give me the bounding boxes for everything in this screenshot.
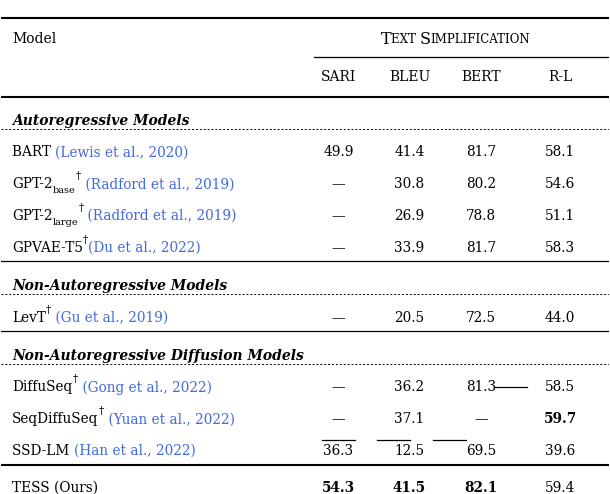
- Text: —: —: [332, 177, 345, 191]
- Text: 58.3: 58.3: [545, 241, 575, 255]
- Text: GPVAE-T5: GPVAE-T5: [12, 241, 84, 255]
- Text: Autoregressive Models: Autoregressive Models: [12, 114, 190, 128]
- Text: BART: BART: [12, 146, 56, 160]
- Text: —: —: [332, 241, 345, 255]
- Text: IMPLIFICATION: IMPLIFICATION: [431, 33, 530, 46]
- Text: DiffuSeq: DiffuSeq: [12, 380, 73, 394]
- Text: —: —: [332, 412, 345, 426]
- Text: 58.5: 58.5: [545, 380, 575, 394]
- Text: 59.7: 59.7: [544, 412, 576, 426]
- Text: 82.1: 82.1: [464, 481, 498, 494]
- Text: 49.9: 49.9: [323, 146, 354, 160]
- Text: —: —: [332, 209, 345, 223]
- Text: †: †: [83, 235, 88, 245]
- Text: †: †: [98, 406, 104, 416]
- Text: †: †: [46, 305, 51, 315]
- Text: †: †: [73, 374, 77, 384]
- Text: Non-Autoregressive Models: Non-Autoregressive Models: [12, 279, 228, 293]
- Text: 51.1: 51.1: [545, 209, 575, 223]
- Text: SeqDiffuSeq: SeqDiffuSeq: [12, 412, 99, 426]
- Text: S: S: [420, 31, 431, 48]
- Text: —: —: [332, 380, 345, 394]
- Text: GPT-2: GPT-2: [12, 177, 53, 191]
- Text: (Du et al., 2022): (Du et al., 2022): [88, 241, 201, 255]
- Text: (Radford et al., 2019): (Radford et al., 2019): [81, 177, 234, 191]
- Text: 81.7: 81.7: [466, 146, 496, 160]
- Text: 54.3: 54.3: [322, 481, 355, 494]
- Text: 33.9: 33.9: [394, 241, 425, 255]
- Text: large: large: [52, 218, 78, 227]
- Text: 81.7: 81.7: [466, 241, 496, 255]
- Text: 37.1: 37.1: [395, 412, 425, 426]
- Text: GPT-2: GPT-2: [12, 209, 53, 223]
- Text: —: —: [332, 311, 345, 325]
- Text: BERT: BERT: [461, 70, 501, 84]
- Text: 69.5: 69.5: [466, 444, 496, 458]
- Text: 26.9: 26.9: [394, 209, 425, 223]
- Text: 78.8: 78.8: [466, 209, 496, 223]
- Text: 41.4: 41.4: [394, 146, 425, 160]
- Text: 41.5: 41.5: [393, 481, 426, 494]
- Text: EXT: EXT: [391, 33, 420, 46]
- Text: 12.5: 12.5: [395, 444, 425, 458]
- Text: TESS (Ours): TESS (Ours): [12, 481, 98, 494]
- Text: (Han et al., 2022): (Han et al., 2022): [74, 444, 196, 458]
- Text: R-L: R-L: [548, 70, 572, 84]
- Text: base: base: [52, 186, 76, 195]
- Text: T: T: [381, 31, 392, 48]
- Text: —: —: [475, 412, 488, 426]
- Text: 58.1: 58.1: [545, 146, 575, 160]
- Text: 20.5: 20.5: [395, 311, 425, 325]
- Text: (Gong et al., 2022): (Gong et al., 2022): [77, 380, 212, 395]
- Text: 44.0: 44.0: [545, 311, 575, 325]
- Text: (Radford et al., 2019): (Radford et al., 2019): [84, 209, 237, 223]
- Text: Non-Autoregressive Diffusion Models: Non-Autoregressive Diffusion Models: [12, 349, 304, 363]
- Text: 81.3: 81.3: [466, 380, 496, 394]
- Text: 39.6: 39.6: [545, 444, 575, 458]
- Text: SSD-LM: SSD-LM: [12, 444, 74, 458]
- Text: 59.4: 59.4: [545, 481, 575, 494]
- Text: Model: Model: [12, 33, 57, 46]
- Text: 36.3: 36.3: [323, 444, 353, 458]
- Text: 36.2: 36.2: [395, 380, 425, 394]
- Text: BLEU: BLEU: [389, 70, 430, 84]
- Text: 30.8: 30.8: [395, 177, 425, 191]
- Text: †: †: [78, 203, 84, 213]
- Text: 80.2: 80.2: [466, 177, 496, 191]
- Text: (Gu et al., 2019): (Gu et al., 2019): [51, 311, 168, 325]
- Text: 72.5: 72.5: [466, 311, 496, 325]
- Text: SARI: SARI: [321, 70, 356, 84]
- Text: 54.6: 54.6: [545, 177, 575, 191]
- Text: (Lewis et al., 2020): (Lewis et al., 2020): [56, 146, 189, 160]
- Text: (Yuan et al., 2022): (Yuan et al., 2022): [104, 412, 234, 426]
- Text: †: †: [76, 171, 81, 181]
- Text: LevT: LevT: [12, 311, 46, 325]
